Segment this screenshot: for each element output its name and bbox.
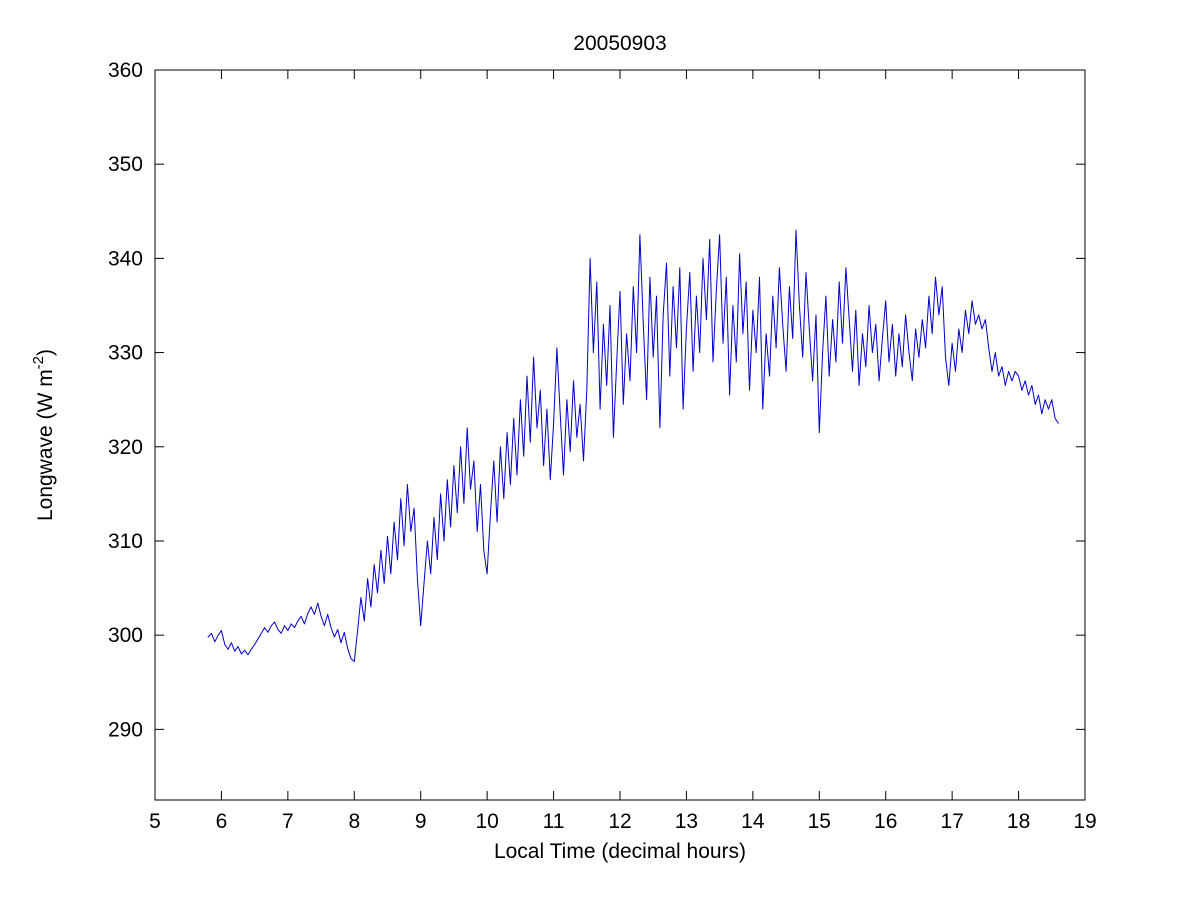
tick-label: 290 bbox=[108, 718, 143, 741]
tick-label: 320 bbox=[108, 436, 143, 459]
data-line bbox=[207, 229, 1059, 662]
tick-label: 11 bbox=[543, 810, 565, 833]
plot-area bbox=[154, 69, 1086, 801]
axis-tick-labels: 5 6 7 8 9 10 11 12 13 14 15 16 17 18 19 290 300 310 320 330… bbox=[108, 59, 1097, 833]
tick-label: 18 bbox=[1007, 810, 1030, 833]
tick-label: 330 bbox=[108, 342, 143, 365]
x-axis-label: Local Time (decimal hours) bbox=[494, 840, 746, 863]
tick-label: 16 bbox=[874, 810, 897, 833]
tick-label: 300 bbox=[108, 624, 143, 647]
y-axis-label: Longwave (W m-2) bbox=[30, 349, 57, 521]
tick-label: 12 bbox=[608, 810, 631, 833]
tick-label: 17 bbox=[940, 810, 963, 833]
tick-label: 8 bbox=[348, 810, 360, 833]
tick-label: 19 bbox=[1073, 810, 1096, 833]
tick-label: 360 bbox=[108, 59, 143, 82]
tick-label: 14 bbox=[741, 810, 765, 833]
tick-label: 10 bbox=[475, 810, 498, 833]
tick-label: 9 bbox=[415, 810, 427, 833]
tick-label: 350 bbox=[108, 153, 143, 176]
tick-label: 13 bbox=[675, 810, 698, 833]
tick-label: 340 bbox=[108, 247, 143, 270]
chart-title: 20050903 bbox=[573, 32, 666, 55]
tick-label: 15 bbox=[808, 810, 831, 833]
tick-label: 5 bbox=[149, 810, 161, 833]
tick-label: 6 bbox=[216, 810, 228, 833]
axis-ticks bbox=[154, 69, 1086, 800]
tick-label: 7 bbox=[282, 810, 294, 833]
tick-label: 310 bbox=[108, 530, 143, 553]
